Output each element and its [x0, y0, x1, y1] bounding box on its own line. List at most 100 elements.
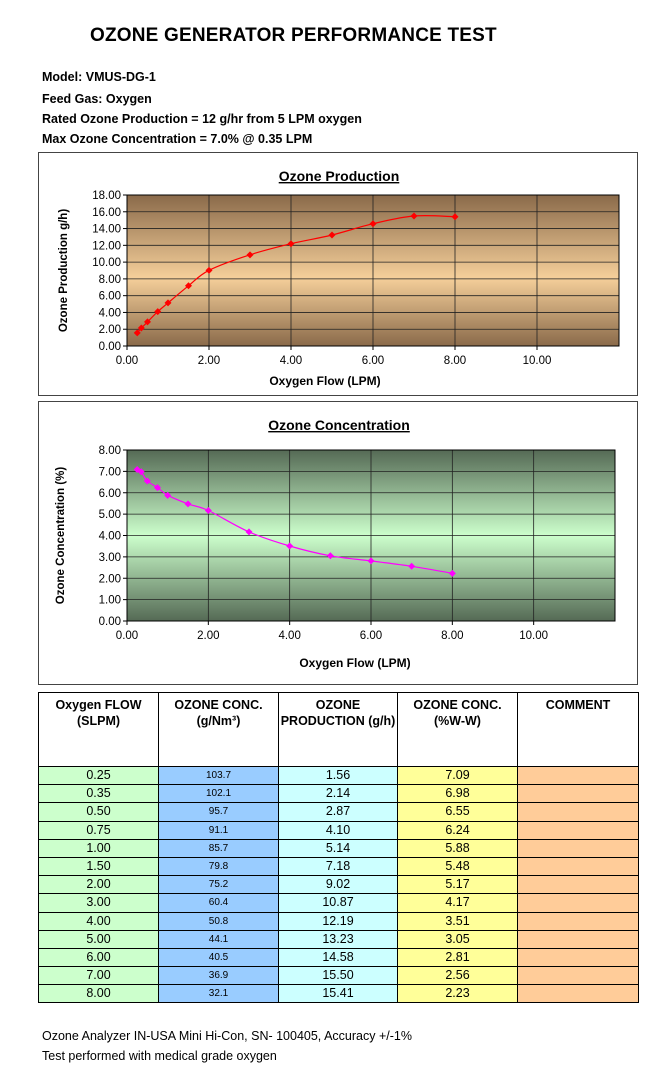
data-point	[137, 324, 145, 332]
cell-oxygen-flow: 0.35	[38, 784, 159, 804]
data-point	[448, 569, 456, 577]
data-point	[205, 266, 213, 274]
data-point	[287, 240, 295, 248]
x-tick-label: 0.00	[116, 630, 138, 642]
header-comment: COMMENT	[517, 692, 639, 767]
table-row: 0.50 95.7 2.87 6.55	[38, 802, 639, 822]
data-point	[369, 220, 377, 228]
production-chart-panel: 0.00 2.00 4.00 6.00 8.00 10.00 12.00 14.00 16.00…	[38, 152, 638, 396]
cell-comment	[517, 929, 639, 949]
data-point	[144, 318, 151, 326]
cell-ozone-conc-ww: 5.17	[397, 875, 518, 895]
cell-oxygen-flow: 7.00	[38, 966, 159, 986]
table-row: 7.00 36.9 15.50 2.56	[38, 966, 639, 986]
table-row: 2.00 75.2 9.02 5.17	[38, 875, 639, 895]
y-axis-label: Ozone Production g/h)	[58, 209, 70, 332]
cell-ozone-conc-ww: 5.88	[397, 838, 518, 858]
cell-oxygen-flow: 0.75	[38, 820, 159, 840]
cell-ozone-production: 14.58	[278, 947, 398, 968]
data-point	[164, 491, 172, 499]
cell-comment	[517, 765, 639, 786]
table-row: 0.25 103.7 1.56 7.09	[38, 765, 639, 786]
cell-ozone-conc-gnm3: 95.7	[158, 802, 279, 822]
x-tick-label: 10.00	[519, 630, 548, 642]
x-axis-label: Oxygen Flow (LPM)	[299, 656, 410, 670]
cell-ozone-production: 4.10	[278, 820, 398, 840]
cell-ozone-conc-gnm3: 60.4	[158, 893, 279, 913]
spec-rated-production: Rated Ozone Production = 12 g/hr from 5 …	[42, 112, 362, 126]
table-row: 4.00 50.8 12.19 3.51	[38, 911, 639, 931]
header-ozone-conc-ww: OZONE CONC. (%W-W)	[397, 692, 518, 767]
table-row: 3.00 60.4 10.87 4.17	[38, 893, 639, 913]
y-tick-label: 8.00	[99, 445, 121, 457]
cell-ozone-conc-gnm3: 85.7	[158, 838, 279, 858]
data-point	[246, 251, 254, 259]
cell-ozone-conc-ww: 3.05	[397, 929, 518, 949]
cell-comment	[517, 875, 639, 895]
page-title: OZONE GENERATOR PERFORMANCE TEST	[90, 25, 497, 46]
data-point	[245, 528, 253, 536]
cell-comment	[517, 911, 639, 931]
cell-ozone-production: 2.87	[278, 802, 398, 822]
data-point	[137, 468, 145, 476]
data-point	[133, 329, 141, 337]
cell-ozone-conc-ww: 6.24	[397, 820, 518, 840]
data-point	[154, 308, 162, 316]
y-tick-label: 7.00	[99, 466, 121, 478]
x-tick-label: 2.00	[197, 630, 219, 642]
y-tick-label: 16.00	[92, 207, 121, 219]
data-point	[408, 562, 416, 570]
table-row: 1.00 85.7 5.14 5.88	[38, 838, 639, 858]
data-point	[326, 552, 334, 560]
cell-ozone-conc-ww: 3.51	[397, 911, 518, 931]
cell-comment	[517, 802, 639, 822]
footer-oxygen-note: Test performed with medical grade oxygen	[42, 1049, 277, 1063]
x-tick-label: 10.00	[523, 355, 552, 367]
cell-oxygen-flow: 8.00	[38, 984, 159, 1004]
cell-comment	[517, 820, 639, 840]
cell-ozone-production: 1.56	[278, 765, 398, 786]
chart-title: Ozone Concentration	[268, 417, 410, 433]
data-point	[367, 557, 375, 565]
data-point	[154, 484, 161, 492]
y-tick-label: 14.00	[92, 224, 121, 236]
cell-ozone-conc-ww: 5.48	[397, 856, 518, 877]
data-point	[286, 542, 294, 550]
header-ozone-conc-gnm3: OZONE CONC. (g/Nm³)	[158, 692, 279, 767]
cell-ozone-conc-ww: 7.09	[397, 765, 518, 786]
cell-oxygen-flow: 6.00	[38, 947, 159, 968]
cell-ozone-conc-gnm3: 36.9	[158, 966, 279, 986]
spec-model: Model: VMUS-DG-1	[42, 70, 156, 84]
y-tick-label: 18.00	[92, 190, 121, 202]
data-point	[451, 213, 459, 221]
x-tick-label: 8.00	[441, 630, 463, 642]
cell-ozone-conc-gnm3: 32.1	[158, 984, 279, 1004]
cell-oxygen-flow: 1.50	[38, 856, 159, 877]
cell-oxygen-flow: 3.00	[38, 893, 159, 913]
y-tick-label: 12.00	[92, 240, 121, 252]
cell-ozone-conc-gnm3: 75.2	[158, 875, 279, 895]
x-tick-label: 6.00	[362, 355, 384, 367]
cell-comment	[517, 838, 639, 858]
cell-ozone-production: 7.18	[278, 856, 398, 877]
concentration-chart-panel: 0.00 1.00 2.00 3.00 4.00 5.00 6.00 7.00 8.00 0.00…	[38, 401, 638, 685]
cell-ozone-production: 12.19	[278, 911, 398, 931]
cell-ozone-production: 2.14	[278, 784, 398, 804]
production-chart: 0.00 2.00 4.00 6.00 8.00 10.00 12.00 14.00 16.00…	[58, 168, 620, 388]
table-row: 1.50 79.8 7.18 5.48	[38, 856, 639, 877]
cell-ozone-production: 10.87	[278, 893, 398, 913]
cell-ozone-conc-ww: 6.55	[397, 802, 518, 822]
cell-ozone-conc-ww: 4.17	[397, 893, 518, 913]
cell-ozone-conc-ww: 2.56	[397, 966, 518, 986]
x-tick-label: 4.00	[278, 630, 300, 642]
spec-max-concentration: Max Ozone Concentration = 7.0% @ 0.35 LP…	[42, 132, 313, 146]
cell-comment	[517, 893, 639, 913]
y-tick-label: 2.00	[99, 573, 121, 585]
cell-ozone-conc-gnm3: 103.7	[158, 765, 279, 786]
data-point	[185, 282, 192, 290]
cell-comment	[517, 966, 639, 986]
cell-comment	[517, 947, 639, 968]
y-tick-label: 10.00	[92, 257, 121, 269]
x-axis-label: Oxygen Flow (LPM)	[269, 374, 380, 388]
cell-ozone-conc-ww: 6.98	[397, 784, 518, 804]
